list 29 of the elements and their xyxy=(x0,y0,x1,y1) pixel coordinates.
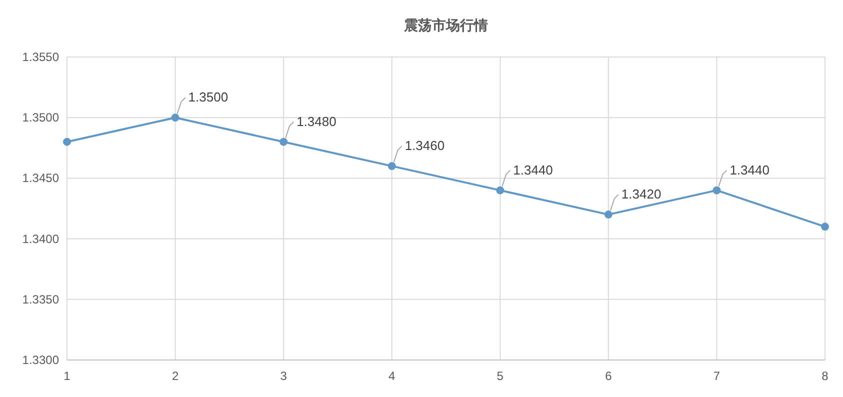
y-tick-label: 1.3550 xyxy=(22,50,60,64)
data-label: 1.3500 xyxy=(188,90,228,105)
data-label: 1.3420 xyxy=(621,186,662,202)
y-tick-label: 1.3450 xyxy=(22,171,60,186)
point xyxy=(280,138,288,146)
x-tick-label: 1 xyxy=(64,369,71,383)
data-label: 1.3480 xyxy=(296,114,336,129)
y-tick-label: 1.3400 xyxy=(22,232,60,246)
data-label: 1.3440 xyxy=(513,162,553,178)
x-tick-label: 5 xyxy=(496,369,504,383)
point xyxy=(712,186,721,194)
x-tick-label: 6 xyxy=(605,369,612,383)
x-tick-label: 8 xyxy=(822,369,829,383)
x-tick-label: 3 xyxy=(280,369,288,383)
y-tick-label: 1.3300 xyxy=(22,353,60,367)
x-tick-label: 2 xyxy=(172,369,179,383)
point xyxy=(63,138,71,146)
data-label: 1.3440 xyxy=(730,162,770,178)
x-tick-label: 7 xyxy=(713,369,720,383)
data-label: 1.3460 xyxy=(404,138,445,154)
point xyxy=(821,222,829,231)
chart-title: 震荡市场行情 xyxy=(403,17,488,33)
y-tick-label: 1.3350 xyxy=(22,292,60,306)
y-tick-label: 1.3500 xyxy=(22,110,60,125)
x-tick-label: 4 xyxy=(388,369,396,383)
point xyxy=(388,162,396,170)
point xyxy=(496,186,504,194)
point xyxy=(604,210,612,219)
point xyxy=(171,114,180,122)
